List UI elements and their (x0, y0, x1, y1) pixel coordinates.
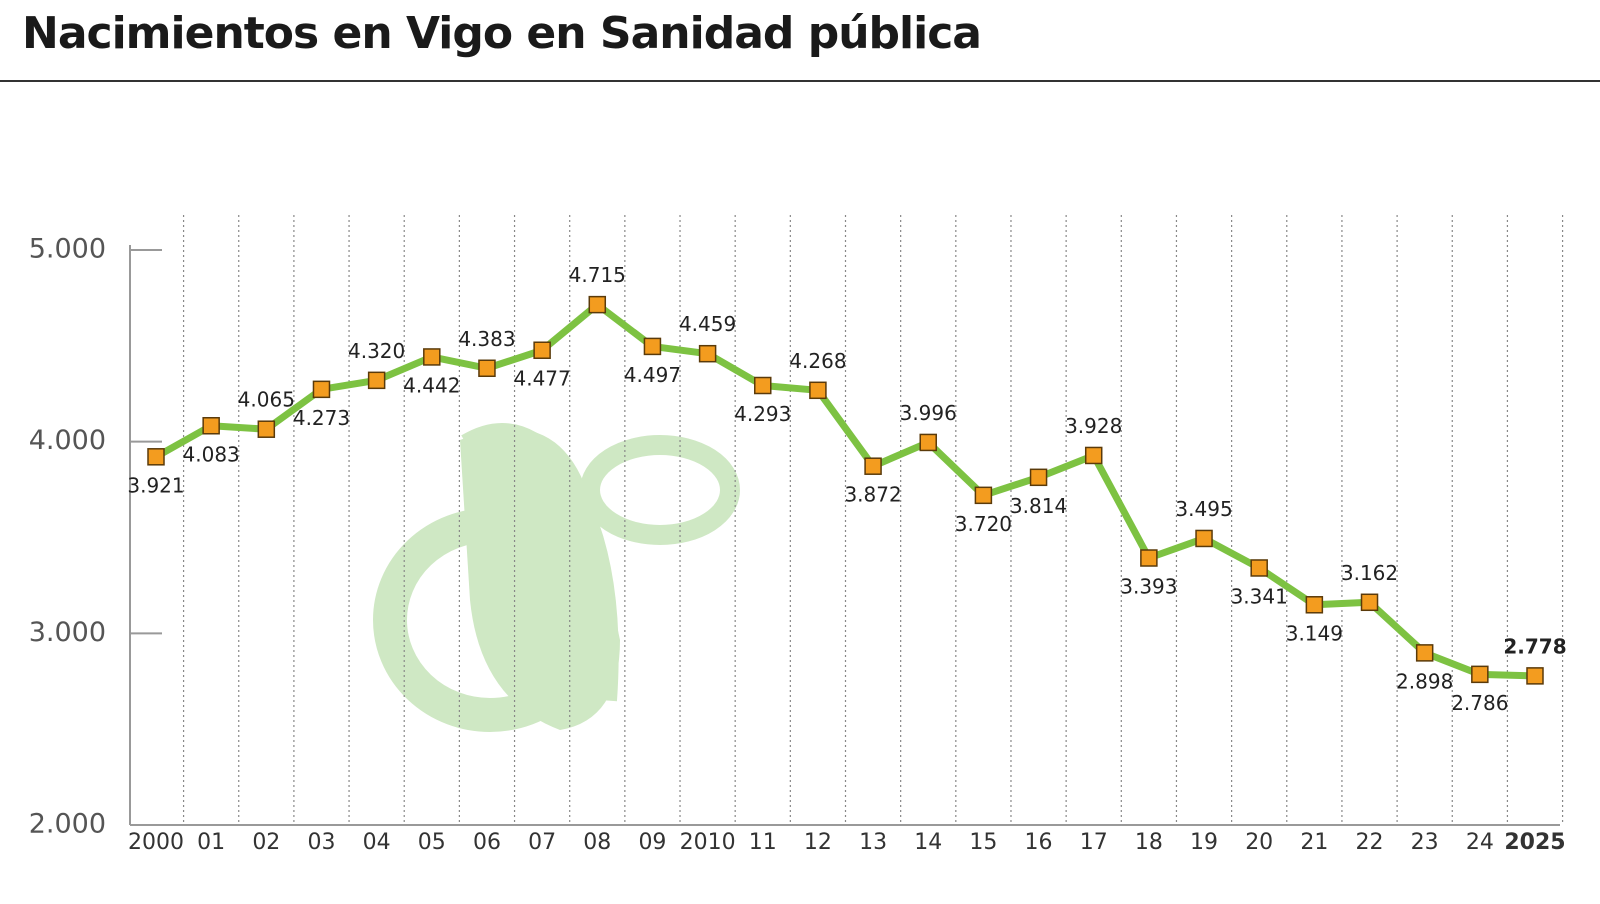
x-tick-label: 14 (914, 830, 942, 855)
x-tick-label: 12 (804, 830, 832, 855)
value-label: 3.720 (955, 512, 1012, 536)
x-tick-label: 02 (252, 830, 280, 855)
x-tick-label: 13 (859, 830, 887, 855)
marker (478, 359, 496, 378)
value-label: 4.497 (624, 363, 681, 387)
value-label: 3.814 (1010, 494, 1067, 518)
marker (1526, 667, 1544, 685)
y-tick-label: 2.000 (29, 809, 106, 840)
value-label: 4.293 (734, 402, 791, 426)
chart-title: Nacimientos en Vigo en Sanidad pública (22, 8, 981, 59)
x-tick-label: 24 (1466, 830, 1494, 855)
value-label: 2.778 (1503, 634, 1566, 658)
marker (1140, 549, 1158, 567)
value-label: 3.921 (127, 473, 184, 497)
x-tick-label: 2000 (128, 830, 184, 855)
value-label: 3.996 (900, 401, 957, 425)
x-tick-label: 09 (638, 830, 666, 855)
value-label: 3.928 (1065, 414, 1122, 438)
y-tick-label: 3.000 (29, 617, 106, 648)
marker (1360, 593, 1379, 612)
marker (312, 380, 331, 399)
value-label: 3.495 (1175, 497, 1232, 521)
marker (698, 344, 717, 363)
x-tick-label: 22 (1356, 830, 1384, 855)
marker (588, 295, 607, 314)
marker (367, 371, 386, 390)
x-tick-label: 21 (1300, 830, 1328, 855)
marker (1250, 559, 1268, 577)
x-tick-label: 03 (307, 830, 335, 855)
plot: 2.000 3.000 4.000 5.000 2000 01 02 03 04 05 06 07 08… (29, 215, 1567, 855)
x-tick-label: 05 (418, 830, 446, 855)
value-label: 4.715 (569, 263, 626, 287)
marker (257, 420, 276, 438)
x-tick-label: 07 (528, 830, 556, 855)
value-label: 4.083 (183, 442, 240, 466)
marker (147, 448, 165, 466)
marker (1415, 644, 1434, 662)
value-label: 4.459 (679, 312, 736, 336)
x-tick-label: 2025 (1504, 830, 1565, 855)
x-tick-label: 18 (1135, 830, 1163, 855)
value-label: 3.872 (844, 483, 901, 507)
x-tick-label: 20 (1245, 830, 1273, 855)
value-label: 4.442 (403, 373, 460, 397)
value-label: 4.273 (293, 406, 350, 430)
x-tick-label: 19 (1190, 830, 1218, 855)
value-label: 3.149 (1286, 621, 1343, 645)
value-label: 3.162 (1341, 561, 1398, 585)
x-tick-label: 15 (969, 830, 997, 855)
value-label: 2.786 (1451, 691, 1508, 715)
marker (202, 417, 220, 435)
x-tick-label: 17 (1080, 830, 1108, 855)
marker (533, 341, 551, 359)
marker (919, 433, 937, 452)
marker (1305, 596, 1324, 614)
value-label: 4.065 (238, 388, 295, 412)
value-label: 4.320 (348, 339, 405, 363)
marker (864, 457, 882, 475)
value-label: 3.341 (1231, 584, 1288, 608)
marker (1084, 446, 1103, 465)
marker (754, 376, 772, 395)
marker (974, 486, 993, 505)
value-label: 4.477 (513, 367, 570, 391)
marker (1195, 529, 1213, 548)
value-label: 3.393 (1120, 575, 1177, 599)
x-tick-label: 2010 (680, 830, 736, 855)
watermark-fill (460, 428, 620, 730)
x-tick-label: 23 (1411, 830, 1439, 855)
value-label: 4.268 (789, 349, 846, 373)
marker (1471, 665, 1489, 684)
x-tick-label: 01 (197, 830, 225, 855)
y-tick-label: 4.000 (29, 425, 106, 456)
marker (643, 337, 662, 356)
value-label: 2.898 (1396, 669, 1453, 693)
x-tick-label: 06 (473, 830, 501, 855)
x-tick-label: 16 (1025, 830, 1053, 855)
marker (809, 381, 827, 400)
marker (1029, 468, 1048, 487)
marker (423, 348, 441, 366)
y-tick-label: 5.000 (29, 234, 106, 265)
x-tick-label: 08 (583, 830, 611, 855)
x-tick-label: 04 (363, 830, 391, 855)
value-label: 4.383 (458, 327, 515, 351)
x-tick-label: 11 (749, 830, 777, 855)
line (154, 301, 1536, 680)
